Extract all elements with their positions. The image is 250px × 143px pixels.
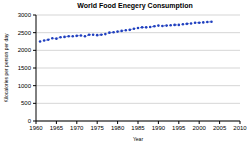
svg-text:1990: 1990: [152, 125, 166, 131]
svg-text:Year: Year: [133, 136, 143, 142]
svg-text:Kilocalories per person per da: Kilocalories per person per day: [8, 33, 9, 102]
html-text:World Food Enegery Consumption: World Food Enegery Consumption: [77, 2, 193, 9]
svg-text:1985: 1985: [131, 125, 145, 131]
svg-text:1995: 1995: [172, 125, 186, 131]
svg-text:2000: 2000: [18, 47, 32, 53]
svg-text:2005: 2005: [213, 125, 227, 131]
svg-text:1975: 1975: [91, 125, 105, 131]
svg-text:1500: 1500: [18, 65, 32, 71]
svg-text:3000: 3000: [18, 12, 32, 18]
svg-text:0: 0: [28, 118, 32, 124]
svg-text:1965: 1965: [50, 125, 64, 131]
svg-text:2500: 2500: [18, 30, 32, 36]
svg-text:1970: 1970: [70, 125, 84, 131]
svg-text:2000: 2000: [193, 125, 207, 131]
svg-text:1000: 1000: [18, 83, 32, 89]
svg-text:1980: 1980: [111, 125, 125, 131]
svg-text:500: 500: [21, 100, 32, 106]
svg-text:2010: 2010: [233, 125, 242, 131]
svg-text:1960: 1960: [29, 125, 43, 131]
